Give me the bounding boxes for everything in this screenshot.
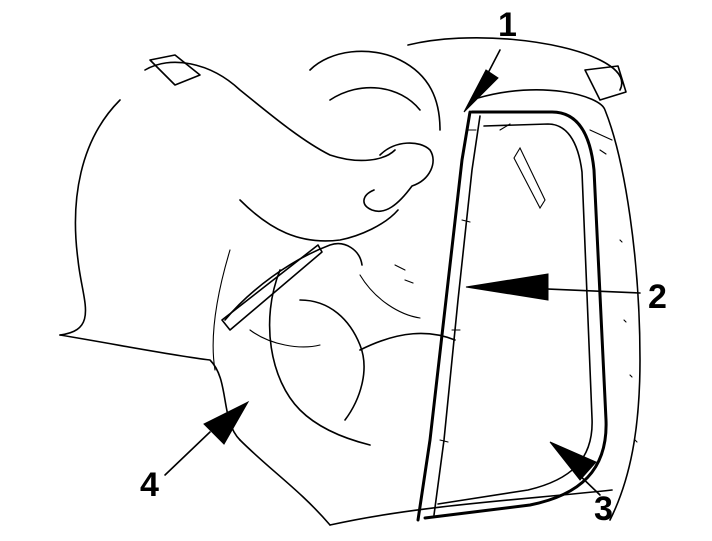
arrowhead-3 <box>549 441 597 481</box>
callout-label-3: 3 <box>594 490 613 528</box>
arrowhead-2 <box>465 273 549 301</box>
callout-label-4: 4 <box>140 466 159 504</box>
arrowhead-1 <box>463 69 499 113</box>
car-body-outline <box>329 36 641 526</box>
worker-figure <box>59 50 456 526</box>
callout-label-1: 1 <box>498 6 517 44</box>
window-frame <box>423 110 608 520</box>
leader-arrows <box>164 49 641 496</box>
glass-seal-strip <box>416 110 481 522</box>
arrowhead-4 <box>203 400 250 445</box>
callout-label-2: 2 <box>648 278 667 316</box>
leader-4 <box>164 431 211 476</box>
